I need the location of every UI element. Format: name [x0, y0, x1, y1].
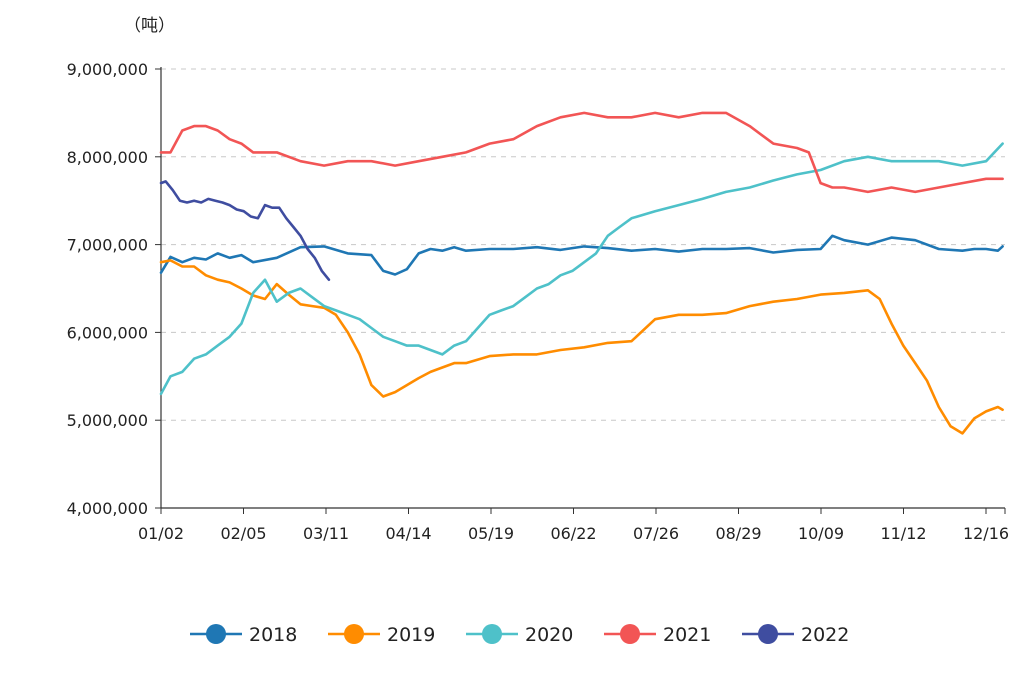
legend-label: 2019	[387, 624, 435, 646]
legend-marker-icon	[482, 624, 502, 644]
x-tick-label: 04/14	[385, 524, 431, 543]
series-line-2020	[159, 142, 1004, 396]
legend-marker-icon	[758, 624, 778, 644]
y-tick-label: 5,000,000	[67, 411, 148, 430]
x-tick-label: 07/26	[633, 524, 679, 543]
x-tick-label: 11/12	[880, 524, 926, 543]
legend-item-2019[interactable]: 2019	[328, 624, 435, 646]
x-tick-label: 01/02	[138, 524, 184, 543]
legend-item-2020[interactable]: 2020	[466, 624, 573, 646]
x-tick-label: 08/29	[715, 524, 761, 543]
legend[interactable]: 2018 2019 2020 2021 2022	[190, 624, 849, 646]
series-line-2021	[159, 111, 1004, 194]
x-tick-label: 10/09	[798, 524, 844, 543]
series-lines	[159, 111, 1004, 435]
legend-label: 2018	[249, 624, 297, 646]
gridlines	[161, 68, 1005, 421]
series-line-2018	[159, 234, 1004, 276]
y-tick-label: 7,000,000	[67, 236, 148, 255]
y-tick-label: 9,000,000	[67, 60, 148, 79]
series-line-2019	[159, 259, 1004, 435]
x-tick-label: 06/22	[550, 524, 596, 543]
legend-label: 2021	[663, 624, 711, 646]
x-tick-label: 02/05	[220, 524, 266, 543]
x-tick-label: 03/11	[303, 524, 349, 543]
legend-marker-icon	[206, 624, 226, 644]
legend-item-2018[interactable]: 2018	[190, 624, 297, 646]
legend-marker-icon	[344, 624, 364, 644]
axes: 4,000,000 5,000,000 6,000,000 7,000,000 8,00…	[67, 60, 1009, 543]
x-tick-label: 05/19	[468, 524, 514, 543]
y-axis-unit-label: （吨）	[124, 16, 175, 36]
y-tick-label: 8,000,000	[67, 148, 148, 167]
legend-marker-icon	[620, 624, 640, 644]
legend-item-2021[interactable]: 2021	[604, 624, 711, 646]
x-tick-label: 12/16	[963, 524, 1009, 543]
legend-label: 2020	[525, 624, 573, 646]
y-tick-label: 6,000,000	[67, 323, 148, 342]
legend-item-2022[interactable]: 2022	[742, 624, 849, 646]
series-line-2022	[159, 180, 331, 281]
y-tick-label: 4,000,000	[67, 499, 148, 518]
legend-label: 2022	[801, 624, 849, 646]
